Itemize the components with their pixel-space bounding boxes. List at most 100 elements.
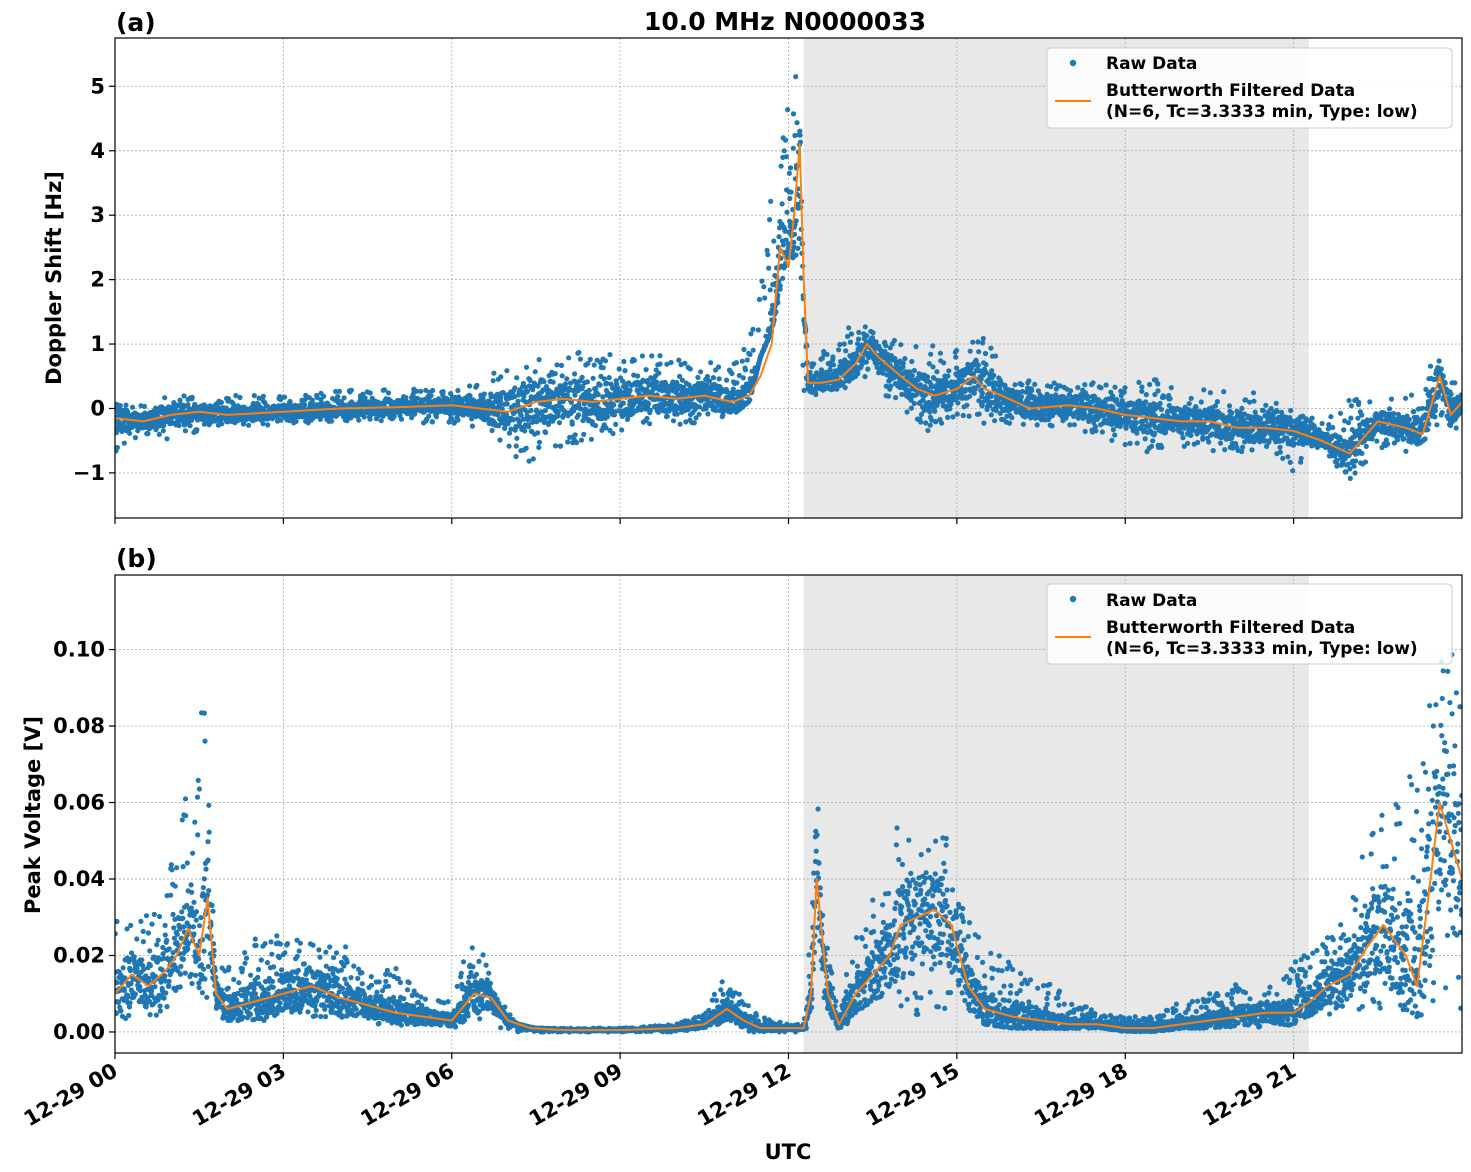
- raw-data-point: [734, 380, 740, 386]
- raw-data-point: [739, 358, 745, 364]
- raw-data-point: [367, 390, 373, 396]
- raw-data-point: [622, 368, 628, 374]
- raw-data-point: [1186, 401, 1192, 407]
- raw-data-point: [797, 132, 803, 138]
- raw-data-point: [793, 74, 799, 80]
- raw-data-point: [278, 397, 284, 403]
- raw-data-point: [440, 389, 446, 395]
- raw-data-point: [506, 430, 513, 436]
- raw-data-point: [947, 406, 953, 412]
- raw-data-point: [514, 375, 520, 381]
- raw-data-point: [522, 384, 528, 390]
- raw-data-point: [427, 398, 433, 404]
- raw-data-point: [559, 373, 565, 379]
- raw-data-point: [1391, 411, 1397, 417]
- raw-data-point: [356, 417, 362, 423]
- raw-data-point: [918, 419, 924, 425]
- raw-data-point: [670, 418, 677, 424]
- raw-data-point: [1122, 441, 1128, 448]
- raw-data-point: [771, 238, 777, 244]
- raw-data-point: [619, 427, 625, 433]
- raw-data-point: [278, 417, 284, 423]
- raw-data-point: [742, 367, 749, 373]
- raw-data-point: [348, 387, 354, 393]
- raw-data-point: [1290, 468, 1296, 474]
- raw-data-point: [862, 374, 868, 380]
- raw-data-point: [902, 356, 908, 362]
- raw-data-point: [863, 359, 870, 365]
- raw-data-point: [747, 397, 753, 403]
- raw-data-point: [132, 435, 138, 441]
- raw-data-point: [786, 170, 793, 176]
- raw-data-point: [891, 337, 898, 344]
- raw-data-point: [1012, 382, 1018, 388]
- raw-data-point: [430, 387, 436, 394]
- raw-data-point: [414, 388, 420, 394]
- raw-data-point: [579, 374, 585, 380]
- raw-data-point: [498, 374, 504, 380]
- raw-data-point: [1099, 429, 1105, 435]
- raw-data-point: [855, 336, 862, 342]
- raw-data-point: [474, 382, 480, 388]
- raw-data-point: [512, 385, 518, 391]
- raw-data-point: [1363, 443, 1369, 449]
- raw-data-point: [115, 444, 120, 451]
- raw-data-point: [885, 393, 892, 399]
- raw-data-point: [1229, 410, 1235, 416]
- raw-data-point: [564, 376, 570, 382]
- raw-data-point: [189, 394, 195, 400]
- raw-data-point: [523, 445, 529, 451]
- raw-data-point: [543, 429, 549, 436]
- raw-data-point: [1328, 414, 1334, 420]
- raw-data-point: [1168, 385, 1174, 391]
- raw-data-point: [631, 357, 638, 363]
- raw-data-point: [1112, 384, 1118, 390]
- raw-data-point: [302, 402, 308, 408]
- raw-data-point: [939, 420, 945, 426]
- raw-data-point: [1288, 407, 1294, 414]
- raw-data-point: [145, 431, 151, 437]
- raw-data-point: [568, 399, 575, 405]
- raw-data-point: [687, 366, 693, 372]
- raw-data-point: [780, 242, 787, 248]
- raw-data-point: [1345, 420, 1352, 426]
- raw-data-point: [378, 418, 384, 424]
- raw-data-point: [780, 275, 786, 281]
- raw-data-point: [1353, 458, 1359, 464]
- raw-data-point: [503, 411, 510, 417]
- raw-data-point: [160, 428, 166, 434]
- raw-data-point: [1291, 441, 1297, 447]
- raw-data-point: [837, 341, 843, 348]
- raw-data-point: [741, 346, 747, 353]
- raw-data-point: [1112, 432, 1118, 438]
- raw-data-point: [121, 440, 127, 446]
- raw-data-point: [562, 381, 569, 387]
- raw-data-point: [865, 366, 871, 372]
- raw-data-point: [744, 357, 750, 363]
- raw-data-point: [795, 245, 801, 251]
- raw-data-point: [530, 456, 536, 462]
- raw-data-point: [1222, 447, 1228, 453]
- raw-data-point: [954, 411, 960, 417]
- raw-data-point: [309, 397, 315, 403]
- raw-data-point: [1274, 408, 1280, 415]
- raw-data-point: [1346, 397, 1352, 404]
- raw-data-point: [1260, 407, 1266, 414]
- raw-data-point: [1239, 448, 1245, 455]
- raw-data-point: [1374, 438, 1380, 444]
- raw-data-point: [1029, 387, 1035, 394]
- raw-data-point: [523, 364, 530, 370]
- raw-data-point: [1252, 409, 1258, 415]
- raw-data-point: [976, 411, 982, 417]
- raw-data-point: [251, 393, 257, 399]
- raw-data-point: [282, 394, 288, 400]
- raw-data-point: [1193, 404, 1199, 410]
- raw-data-point: [1147, 381, 1153, 388]
- raw-data-point: [1348, 415, 1354, 421]
- raw-data-point: [1337, 410, 1344, 416]
- raw-data-point: [189, 417, 195, 423]
- raw-data-point: [513, 443, 519, 449]
- raw-data-point: [574, 440, 580, 446]
- raw-data-point: [552, 443, 559, 449]
- raw-data-point: [569, 421, 575, 427]
